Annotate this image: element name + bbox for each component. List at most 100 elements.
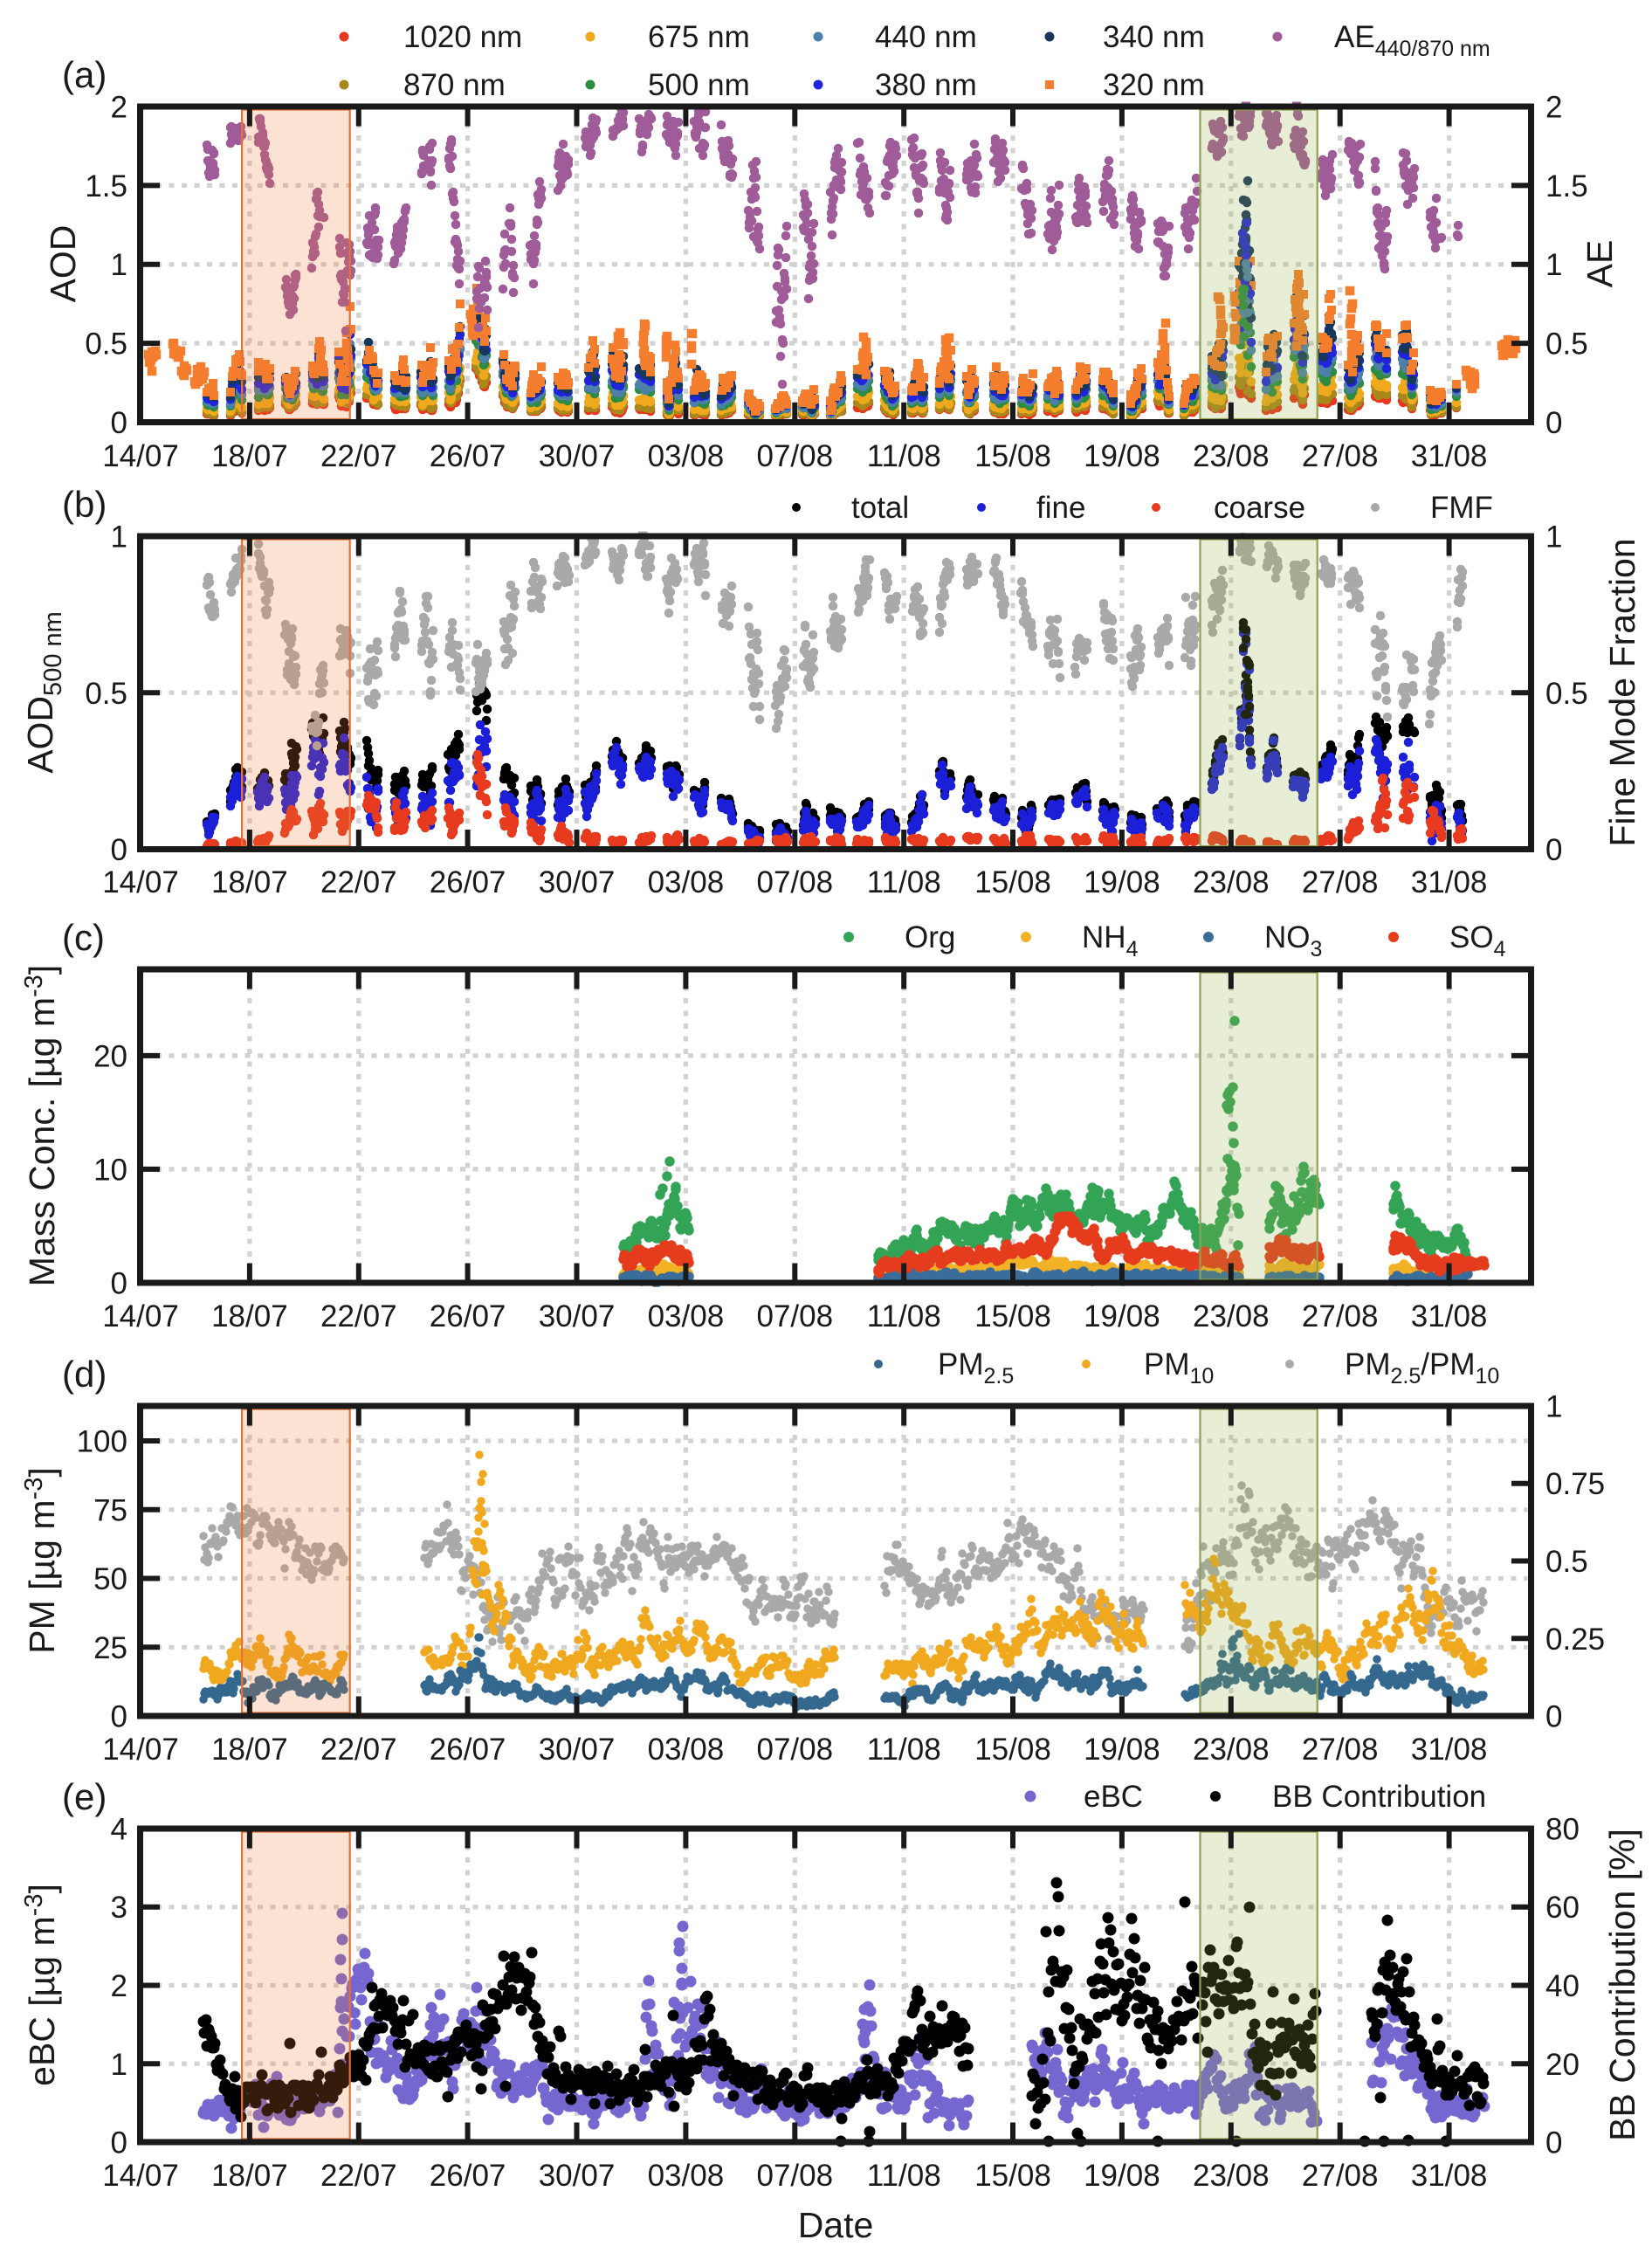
svg-text:15/08: 15/08 [974,439,1051,473]
svg-text:BB Contribution: BB Contribution [1272,1780,1486,1814]
svg-text:11/08: 11/08 [867,2159,941,2193]
svg-text:(a): (a) [62,54,107,95]
svg-text:27/08: 27/08 [1302,1299,1379,1333]
svg-text:0.5: 0.5 [1545,677,1588,711]
svg-text:100: 100 [77,1425,127,1459]
svg-text:03/08: 03/08 [648,1299,725,1333]
svg-text:26/07: 26/07 [430,439,506,473]
svg-text:22/07: 22/07 [320,2159,397,2193]
svg-text:0: 0 [111,406,127,440]
svg-text:0.25: 0.25 [1545,1623,1605,1657]
svg-text:25: 25 [93,1631,127,1665]
svg-text:23/08: 23/08 [1193,1733,1270,1767]
svg-text:1: 1 [1545,248,1562,282]
svg-text:26/07: 26/07 [430,2159,506,2193]
svg-text:BB Contribution [%]: BB Contribution [%] [1602,1829,1642,2141]
svg-text:07/08: 07/08 [757,865,834,899]
svg-text:03/08: 03/08 [648,439,725,473]
svg-text:11/08: 11/08 [867,865,941,899]
svg-text:Fine Mode Fraction: Fine Mode Fraction [1602,538,1642,846]
svg-text:27/08: 27/08 [1302,2159,1379,2193]
svg-text:total: total [851,491,909,525]
svg-text:30/07: 30/07 [539,1299,616,1333]
svg-text:0: 0 [1545,2126,1562,2160]
svg-text:19/08: 19/08 [1084,1733,1160,1767]
svg-text:23/08: 23/08 [1193,439,1270,473]
svg-text:3: 3 [111,1891,127,1925]
svg-text:07/08: 07/08 [757,439,834,473]
svg-text:31/08: 31/08 [1411,865,1488,899]
svg-text:31/08: 31/08 [1411,2159,1488,2193]
svg-text:19/08: 19/08 [1084,865,1160,899]
svg-text:0.5: 0.5 [85,677,127,711]
svg-text:0: 0 [111,2126,127,2160]
svg-text:19/08: 19/08 [1084,2159,1160,2193]
svg-text:coarse: coarse [1214,491,1305,525]
svg-text:80: 80 [1545,1813,1580,1847]
svg-text:(b): (b) [62,484,107,525]
svg-text:18/07: 18/07 [211,865,288,899]
svg-text:320 nm: 320 nm [1103,68,1205,102]
svg-text:27/08: 27/08 [1302,1733,1379,1767]
svg-text:14/07: 14/07 [102,439,179,473]
svg-text:Org: Org [905,920,955,954]
svg-text:0.5: 0.5 [1545,1545,1588,1579]
svg-text:(e): (e) [62,1776,107,1817]
svg-text:0: 0 [111,1267,127,1301]
svg-text:30/07: 30/07 [539,1733,616,1767]
svg-text:22/07: 22/07 [320,439,397,473]
svg-text:eBC: eBC [1084,1780,1143,1814]
svg-text:0: 0 [1545,833,1562,867]
svg-text:23/08: 23/08 [1193,865,1270,899]
svg-text:31/08: 31/08 [1411,1299,1488,1333]
svg-text:0: 0 [111,1700,127,1734]
svg-text:2: 2 [111,91,127,125]
svg-text:1020 nm: 1020 nm [403,20,522,54]
svg-text:07/08: 07/08 [757,2159,834,2193]
svg-text:11/08: 11/08 [867,1733,941,1767]
svg-text:14/07: 14/07 [102,1299,179,1333]
svg-text:0: 0 [111,833,127,867]
svg-text:0.5: 0.5 [1545,327,1588,362]
svg-text:870 nm: 870 nm [403,68,506,102]
svg-text:18/07: 18/07 [211,2159,288,2193]
svg-text:FMF: FMF [1430,491,1493,525]
svg-text:31/08: 31/08 [1411,439,1488,473]
svg-text:fine: fine [1036,491,1085,525]
svg-text:31/08: 31/08 [1411,1733,1488,1767]
svg-text:20: 20 [1545,2048,1580,2082]
svg-text:03/08: 03/08 [648,865,725,899]
svg-text:AE: AE [1580,240,1620,288]
svg-text:1.5: 1.5 [1545,169,1588,203]
svg-text:20: 20 [93,1039,127,1073]
svg-text:23/08: 23/08 [1193,1299,1270,1333]
svg-text:18/07: 18/07 [211,1299,288,1333]
svg-text:27/08: 27/08 [1302,439,1379,473]
svg-text:22/07: 22/07 [320,1733,397,1767]
svg-text:0.75: 0.75 [1545,1467,1605,1501]
svg-text:1: 1 [111,520,127,555]
svg-text:1: 1 [1545,520,1562,555]
svg-text:60: 60 [1545,1891,1580,1925]
svg-text:eBC [µg m-3]: eBC [µg m-3] [20,1884,62,2086]
svg-text:30/07: 30/07 [539,439,616,473]
svg-text:14/07: 14/07 [102,1733,179,1767]
svg-text:500 nm: 500 nm [648,68,750,102]
svg-text:(d): (d) [62,1354,107,1395]
svg-text:0.5: 0.5 [85,327,127,362]
svg-text:07/08: 07/08 [757,1299,834,1333]
svg-text:07/08: 07/08 [757,1733,834,1767]
svg-text:18/07: 18/07 [211,439,288,473]
svg-text:AOD: AOD [43,225,83,303]
svg-text:(c): (c) [62,917,105,958]
svg-text:2: 2 [111,1969,127,2003]
svg-text:27/08: 27/08 [1302,865,1379,899]
svg-text:22/07: 22/07 [320,1299,397,1333]
svg-text:1: 1 [111,248,127,282]
svg-text:10: 10 [93,1153,127,1187]
svg-text:03/08: 03/08 [648,1733,725,1767]
svg-text:40: 40 [1545,1969,1580,2003]
svg-text:23/08: 23/08 [1193,2159,1270,2193]
svg-text:19/08: 19/08 [1084,1299,1160,1333]
svg-text:675 nm: 675 nm [648,20,750,54]
